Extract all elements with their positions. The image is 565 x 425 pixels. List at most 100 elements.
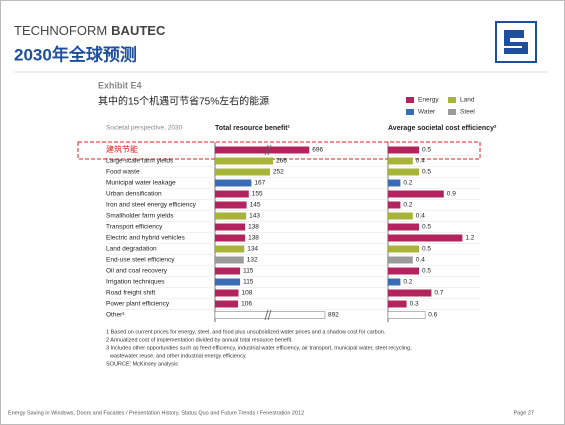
footnote: SOURCE: McKinsey analysis bbox=[106, 361, 178, 367]
benefit-bar bbox=[215, 157, 273, 165]
benefit-label: 108 bbox=[242, 290, 253, 297]
benefit-label: 266 bbox=[276, 158, 287, 165]
legend-label: Steel bbox=[460, 109, 475, 116]
panel-title: Average societal cost efficiency² bbox=[388, 125, 497, 132]
benefit-bar bbox=[215, 190, 249, 198]
benefit-bar bbox=[214, 311, 326, 319]
category-label: Food waste bbox=[106, 169, 140, 176]
benefit-bar bbox=[215, 289, 239, 297]
cost-label: 0.7 bbox=[434, 290, 443, 297]
benefit-label: 145 bbox=[250, 202, 261, 209]
benefit-label: 106 bbox=[241, 301, 252, 308]
benefit-bar bbox=[215, 168, 270, 176]
slide-title: 2030年全球预测 bbox=[14, 44, 137, 64]
category-label: Irrigation techniques bbox=[106, 279, 165, 286]
category-label: Electric and hybrid vehicles bbox=[106, 235, 186, 242]
cost-label: 0.2 bbox=[403, 180, 412, 187]
benefit-bar bbox=[215, 300, 239, 308]
category-label: Municipal water leakage bbox=[106, 180, 176, 187]
cost-bar bbox=[388, 267, 419, 275]
cost-label: 0.4 bbox=[416, 213, 425, 220]
benefit-label: 892 bbox=[328, 312, 339, 319]
cost-label: 0.4 bbox=[416, 257, 425, 264]
footnote: 2 Annualized cost of implementation divi… bbox=[106, 337, 293, 343]
cost-label: 0.3 bbox=[410, 301, 419, 308]
cost-label: 1.2 bbox=[465, 235, 474, 242]
benefit-bar bbox=[215, 212, 247, 220]
brand-bold: BAUTEC bbox=[111, 23, 166, 38]
cost-bar bbox=[388, 201, 401, 209]
benefit-bar bbox=[215, 234, 246, 242]
category-label: Transport efficiency bbox=[106, 224, 163, 231]
category-label: Road freight shift bbox=[106, 290, 155, 297]
benefit-label: 155 bbox=[252, 191, 263, 198]
brand: TECHNOFORM BAUTEC bbox=[14, 23, 166, 38]
benefit-bar bbox=[215, 146, 310, 154]
category-label: Other³ bbox=[106, 312, 125, 319]
cost-bar bbox=[388, 278, 401, 286]
legend-label: Water bbox=[418, 109, 436, 116]
axis-break bbox=[264, 144, 272, 156]
benefit-label: 115 bbox=[243, 268, 254, 275]
page-number: Page 27 bbox=[514, 410, 535, 416]
exhibit: Exhibit E4 bbox=[98, 80, 142, 90]
cost-bar bbox=[388, 212, 413, 220]
axis-break bbox=[264, 309, 272, 321]
cost-label: 0.4 bbox=[416, 158, 425, 165]
benefit-label: 252 bbox=[273, 169, 284, 176]
benefit-bar bbox=[215, 278, 241, 286]
category-label: Oil and coal recovery bbox=[106, 268, 168, 275]
cost-label: 0.5 bbox=[422, 224, 431, 231]
footnote: wastewater reuse, and other industrial e… bbox=[109, 353, 247, 359]
cost-bar bbox=[387, 311, 426, 319]
cost-label: 0.5 bbox=[422, 147, 431, 154]
legend-swatch bbox=[448, 97, 456, 103]
legend-swatch bbox=[406, 97, 414, 103]
benefit-bar bbox=[215, 179, 252, 187]
legend-label: Land bbox=[460, 97, 475, 104]
category-label: Power plant efficiency bbox=[106, 301, 170, 308]
highlight-label: 建筑节能 bbox=[106, 144, 138, 154]
cost-bar bbox=[388, 157, 413, 165]
benefit-label: 132 bbox=[247, 257, 258, 264]
category-label: Iron and steel energy efficiency bbox=[106, 202, 197, 209]
benefit-label: 696 bbox=[312, 147, 323, 154]
cost-label: 0.2 bbox=[403, 202, 412, 209]
benefit-label: 115 bbox=[243, 279, 254, 286]
category-label: Urban densification bbox=[106, 191, 162, 198]
benefit-bar bbox=[215, 201, 247, 209]
footer: Energy Saving in Windows, Doors and Faca… bbox=[8, 410, 304, 416]
cost-label: 0.2 bbox=[403, 279, 412, 286]
chart-title: 其中的15个机遇可节省75%左右的能源 bbox=[98, 95, 269, 108]
cost-label: 0.9 bbox=[447, 191, 456, 198]
benefit-label: 138 bbox=[248, 224, 259, 231]
perspective: Societal perspective, 2030 bbox=[106, 125, 183, 132]
brand-light: TECHNOFORM bbox=[14, 23, 107, 38]
cost-bar bbox=[388, 245, 419, 253]
cost-bar bbox=[388, 190, 444, 198]
cost-bar bbox=[388, 168, 419, 176]
cost-label: 0.5 bbox=[422, 268, 431, 275]
benefit-bar bbox=[215, 256, 244, 264]
benefit-bar bbox=[215, 267, 241, 275]
legend-label: Energy bbox=[418, 97, 439, 104]
cost-bar bbox=[388, 300, 407, 308]
benefit-label: 167 bbox=[254, 180, 265, 187]
benefit-bar bbox=[215, 223, 246, 231]
cost-bar bbox=[388, 256, 413, 264]
benefit-label: 138 bbox=[248, 235, 259, 242]
cost-bar bbox=[388, 146, 419, 154]
benefit-bar bbox=[215, 245, 245, 253]
logo bbox=[495, 21, 537, 63]
cost-bar bbox=[388, 289, 432, 297]
panel-title: Total resource benefit¹ bbox=[215, 125, 291, 132]
cost-bar bbox=[388, 223, 419, 231]
legend-swatch bbox=[448, 109, 456, 115]
cost-label: 0.5 bbox=[422, 246, 431, 253]
category-label: Land degradation bbox=[106, 246, 157, 253]
footnote: 1 Based on current prices for energy, st… bbox=[106, 329, 386, 335]
category-label: End-use steel efficiency bbox=[106, 257, 175, 264]
cost-label: 0.5 bbox=[422, 169, 431, 176]
